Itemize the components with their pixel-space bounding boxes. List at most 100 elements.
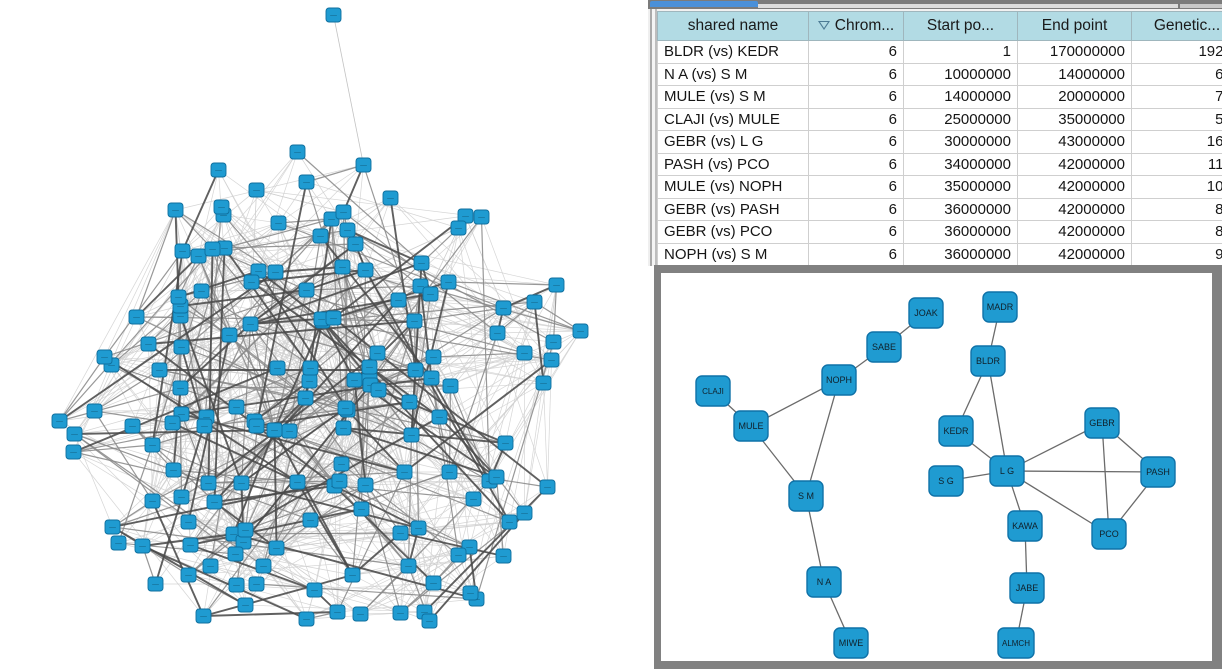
network-node[interactable]: KAWA xyxy=(1007,510,1043,542)
network-edge[interactable] xyxy=(400,512,525,614)
network-edge[interactable] xyxy=(333,14,364,166)
network-edge[interactable] xyxy=(297,151,422,264)
network-edge[interactable] xyxy=(253,380,311,422)
network-node[interactable] xyxy=(298,174,315,190)
network-edge[interactable] xyxy=(347,409,471,594)
network-node[interactable]: L G xyxy=(989,455,1025,487)
network-node[interactable] xyxy=(134,538,151,554)
network-edge[interactable] xyxy=(181,413,405,473)
network-edge[interactable] xyxy=(112,469,174,528)
network-edge[interactable] xyxy=(400,359,552,534)
network-edge[interactable] xyxy=(310,519,353,576)
network-node[interactable] xyxy=(200,475,217,491)
network-edge[interactable] xyxy=(343,427,497,478)
network-edge[interactable] xyxy=(241,482,419,529)
network-edge[interactable] xyxy=(190,544,315,591)
network-node[interactable] xyxy=(204,241,221,257)
network-edge[interactable] xyxy=(306,269,366,291)
network-edge[interactable] xyxy=(151,290,203,446)
network-node[interactable] xyxy=(548,277,565,293)
network-edge[interactable] xyxy=(112,526,409,567)
network-edge[interactable] xyxy=(59,346,182,422)
network-edge[interactable] xyxy=(428,512,526,622)
network-node[interactable] xyxy=(306,582,323,598)
network-node[interactable] xyxy=(422,286,439,302)
network-node[interactable] xyxy=(382,190,399,206)
network-edge[interactable] xyxy=(74,222,279,435)
network-node[interactable] xyxy=(268,540,285,556)
network-edge[interactable] xyxy=(273,289,308,431)
network-edge[interactable] xyxy=(245,529,361,615)
network-edge[interactable] xyxy=(360,554,459,615)
network-node[interactable] xyxy=(396,464,413,480)
network-edge[interactable] xyxy=(273,429,354,576)
network-edge[interactable] xyxy=(256,189,482,218)
network-node[interactable] xyxy=(302,360,319,376)
network-node[interactable] xyxy=(357,262,374,278)
network-edge[interactable] xyxy=(111,320,323,366)
network-edge[interactable] xyxy=(344,407,406,473)
network-node[interactable]: JOAK xyxy=(908,297,944,329)
column-header-shared-name[interactable]: shared name xyxy=(657,11,809,41)
network-node[interactable] xyxy=(462,585,479,601)
network-node[interactable] xyxy=(86,403,103,419)
network-edge[interactable] xyxy=(334,485,419,529)
network-node[interactable] xyxy=(193,283,210,299)
table-vertical-scrollbar[interactable] xyxy=(648,9,657,266)
small-network-nodes[interactable]: JOAK MADR SABE BLDR NOPH CLAJI KEDR GEBR MULE L G… xyxy=(695,291,1176,659)
network-edge[interactable] xyxy=(197,255,231,336)
network-node[interactable] xyxy=(227,546,244,562)
big-network-canvas[interactable]: —— —— —— —— —— —— —— —— —— —— —— —— —— —— —— —— —— —— —— ——… xyxy=(0,0,648,669)
network-edge[interactable] xyxy=(59,248,213,422)
network-edge[interactable] xyxy=(203,611,338,617)
network-edge[interactable] xyxy=(489,330,581,482)
network-node[interactable]: N A xyxy=(806,566,842,598)
network-node[interactable]: JABE xyxy=(1009,572,1045,604)
network-edge[interactable] xyxy=(347,229,422,264)
network-node[interactable] xyxy=(407,362,424,378)
network-edge[interactable] xyxy=(497,330,581,334)
table-panel[interactable]: shared name Chrom... Start po... xyxy=(648,0,1222,266)
network-node[interactable] xyxy=(543,352,560,368)
network-node[interactable] xyxy=(501,514,518,530)
network-edge[interactable] xyxy=(332,317,549,488)
network-node[interactable] xyxy=(545,334,562,350)
network-node[interactable] xyxy=(403,427,420,443)
network-edge[interactable] xyxy=(201,197,391,292)
network-node[interactable] xyxy=(488,469,505,485)
network-node[interactable] xyxy=(147,576,164,592)
network-node[interactable] xyxy=(202,558,219,574)
network-node[interactable] xyxy=(325,7,342,23)
network-node[interactable] xyxy=(96,349,113,365)
network-node[interactable]: S G xyxy=(928,465,964,497)
network-edge[interactable] xyxy=(1101,422,1110,535)
network-node[interactable] xyxy=(243,274,260,290)
network-edge[interactable] xyxy=(431,301,535,379)
network-edge[interactable] xyxy=(332,215,467,319)
network-edge[interactable] xyxy=(418,527,470,548)
network-node[interactable] xyxy=(151,362,168,378)
active-tab-indicator[interactable] xyxy=(650,1,758,7)
network-edge[interactable] xyxy=(503,307,552,361)
network-node[interactable] xyxy=(164,415,181,431)
tab-strip-end[interactable] xyxy=(1180,4,1222,8)
network-edge[interactable] xyxy=(94,305,181,412)
network-node[interactable] xyxy=(497,435,514,451)
network-edge[interactable] xyxy=(203,463,342,617)
network-edge[interactable] xyxy=(223,214,279,224)
network-node[interactable] xyxy=(173,489,190,505)
network-edge[interactable] xyxy=(178,296,405,473)
network-node[interactable] xyxy=(352,606,369,622)
network-edge[interactable] xyxy=(333,485,435,584)
network-node[interactable] xyxy=(297,390,314,406)
network-node[interactable] xyxy=(170,289,187,305)
network-node[interactable] xyxy=(526,294,543,310)
network-node[interactable] xyxy=(425,349,442,365)
network-node[interactable] xyxy=(465,491,482,507)
network-edge[interactable] xyxy=(470,476,497,594)
network-edge[interactable] xyxy=(59,209,176,422)
